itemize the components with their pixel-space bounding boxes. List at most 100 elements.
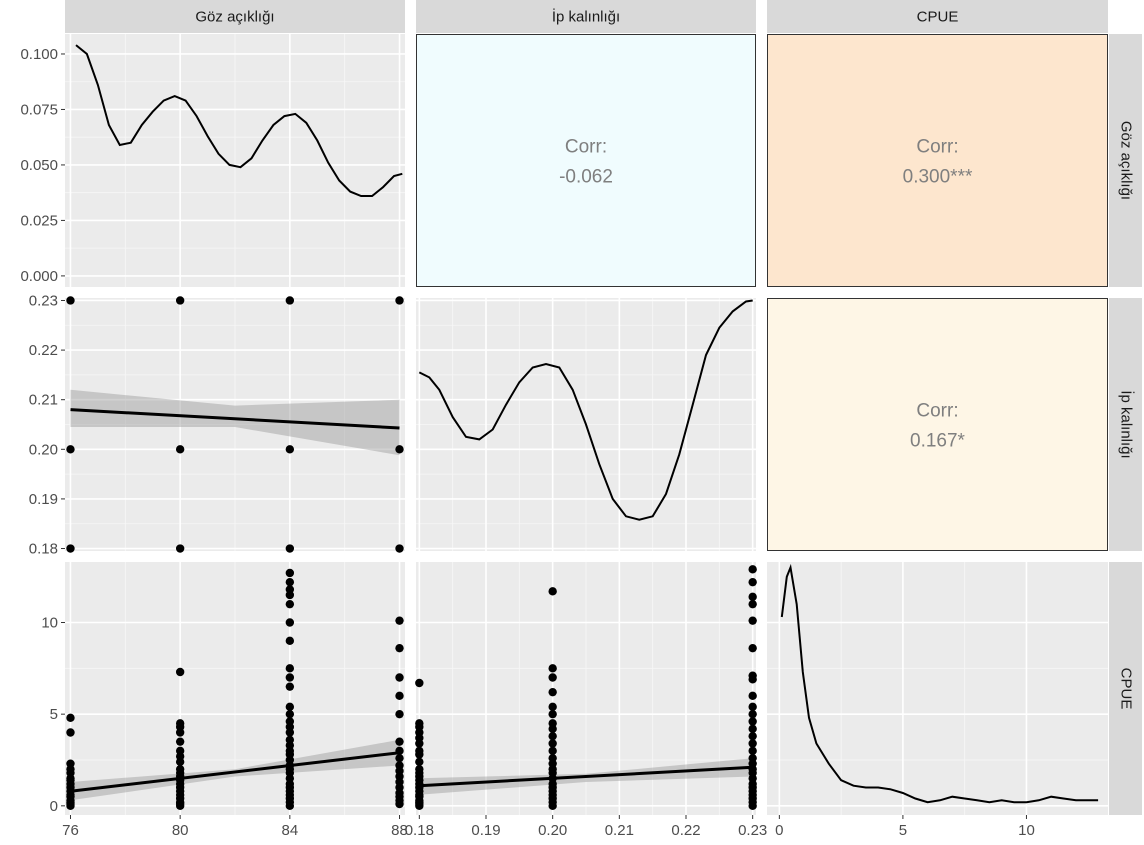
- scatter-point: [548, 739, 557, 748]
- scatter-point: [175, 719, 185, 728]
- density-curve-ip: [418, 299, 753, 521]
- column-strip-label-1: İp kalınlığı: [552, 8, 620, 26]
- scatter-point: [175, 296, 185, 305]
- scatter-point: [285, 636, 295, 646]
- scatter-point: [548, 587, 557, 596]
- scatter-point: [748, 616, 757, 625]
- y-axis-row1-tick-label: 0.075: [20, 101, 58, 118]
- scatter-point: [175, 764, 185, 774]
- corr-panel-r1-c2: Corr: 0.167*: [767, 298, 1108, 551]
- row-strip-2: [1109, 562, 1142, 815]
- panel-scatter-cpue-ip: [415, 562, 757, 815]
- scatter-point: [548, 753, 557, 763]
- x-axis-col2-tick-label: 0.22: [671, 822, 700, 839]
- scatter-point: [748, 702, 757, 712]
- scatter-point: [748, 739, 757, 748]
- y-axis-row1-tick-label: 0.100: [20, 46, 58, 63]
- scatter-point: [395, 709, 404, 719]
- scatter-point: [395, 737, 404, 746]
- corr-label: Corr:: [565, 137, 607, 158]
- scatter-point: [285, 709, 295, 719]
- y-axis-row2-tick-label: 0.23: [29, 292, 58, 309]
- scatter-point: [285, 735, 295, 745]
- scatter-point: [395, 296, 404, 305]
- scatter-point: [175, 667, 185, 677]
- x-axis-col1-tick-label: 80: [172, 822, 189, 839]
- corr-panel-box: [767, 298, 1108, 551]
- scatter-point: [748, 753, 757, 763]
- column-strip-label-2: CPUE: [917, 9, 959, 26]
- scatter-point: [748, 724, 757, 734]
- scatter-point: [548, 702, 557, 712]
- scatter-point: [395, 643, 404, 653]
- regression-line: [70, 408, 400, 430]
- scatter-point: [395, 445, 404, 454]
- corr-value: -0.062: [559, 167, 613, 188]
- scatter-point: [285, 445, 295, 454]
- scatter-point: [285, 717, 295, 726]
- row-strip-label-2: CPUE: [1118, 668, 1135, 710]
- x-axis-col2-tick-label: 0.23: [738, 822, 767, 839]
- corr-panel-r0-c2: Corr: 0.300***: [767, 34, 1108, 287]
- scatter-point: [66, 445, 75, 454]
- scatter-point: [748, 577, 757, 587]
- regression-line: [70, 751, 400, 793]
- corr-panel-r0-c1: Corr: -0.062: [416, 34, 756, 287]
- scatter-point: [415, 719, 424, 728]
- corr-label: Corr:: [916, 401, 958, 422]
- scatter-point: [415, 746, 424, 756]
- scatter-point: [175, 445, 185, 454]
- scatter-point: [748, 731, 757, 741]
- column-strip-label-0: Göz açıklığı: [195, 9, 274, 26]
- scatter-point: [748, 717, 757, 726]
- scatter-point: [66, 759, 75, 768]
- y-axis-row1-tick-label: 0.025: [20, 212, 58, 229]
- scatter-point: [548, 673, 557, 682]
- scatter-point: [748, 691, 757, 701]
- scatter-point: [66, 544, 75, 553]
- corr-label: Corr:: [916, 137, 958, 158]
- corr-panel-box: [767, 34, 1108, 287]
- scatter-point: [395, 761, 404, 770]
- scatter-point: [395, 616, 404, 625]
- scatter-point: [415, 678, 424, 688]
- scatter-point: [175, 737, 185, 746]
- x-axis-col3-tick-label: 10: [1018, 822, 1035, 839]
- row-strip-0: [1109, 34, 1142, 287]
- y-axis-row2-tick-label: 0.18: [29, 541, 58, 558]
- panel-density-cpue: [767, 562, 1108, 815]
- panel-scatter-cpue-goz: [65, 562, 405, 815]
- column-strip-0: [65, 0, 405, 33]
- scatter-point: [395, 673, 404, 682]
- scatter-point: [66, 713, 75, 723]
- scatter-point: [548, 719, 557, 728]
- scatter-point: [395, 691, 404, 701]
- panel-density-goz: [65, 34, 405, 287]
- scatter-point: [175, 746, 185, 756]
- scatter-point: [66, 296, 75, 305]
- scatter-point: [66, 728, 75, 737]
- x-axis-col1-tick-label: 88: [391, 822, 408, 839]
- corr-value: 0.167*: [910, 431, 966, 452]
- regression-line: [419, 765, 753, 788]
- scatter-point: [748, 709, 757, 719]
- scatter-point: [285, 673, 295, 682]
- scatter-point: [285, 577, 295, 587]
- scatter-point: [175, 544, 185, 553]
- scatter-point: [748, 746, 757, 756]
- scatter-point: [285, 618, 295, 627]
- x-axis-col3-tick-label: 0: [775, 822, 783, 839]
- scatter-point: [285, 296, 295, 305]
- scatter-point: [415, 764, 424, 774]
- column-strip-1: [416, 0, 756, 33]
- y-axis-row2-tick-label: 0.22: [29, 342, 58, 359]
- panel-scatter-ip-goz: [65, 296, 405, 553]
- y-axis-row1-tick-label: 0.000: [20, 268, 58, 285]
- scatter-point: [748, 671, 757, 680]
- y-axis-row3-tick-label: 5: [50, 706, 58, 723]
- panel-density-cpue-background: [767, 562, 1108, 815]
- column-strip-2: [767, 0, 1108, 33]
- confidence-band: [70, 389, 400, 456]
- y-axis-row2-tick-label: 0.21: [29, 392, 58, 409]
- y-axis-row2-tick-label: 0.19: [29, 491, 58, 508]
